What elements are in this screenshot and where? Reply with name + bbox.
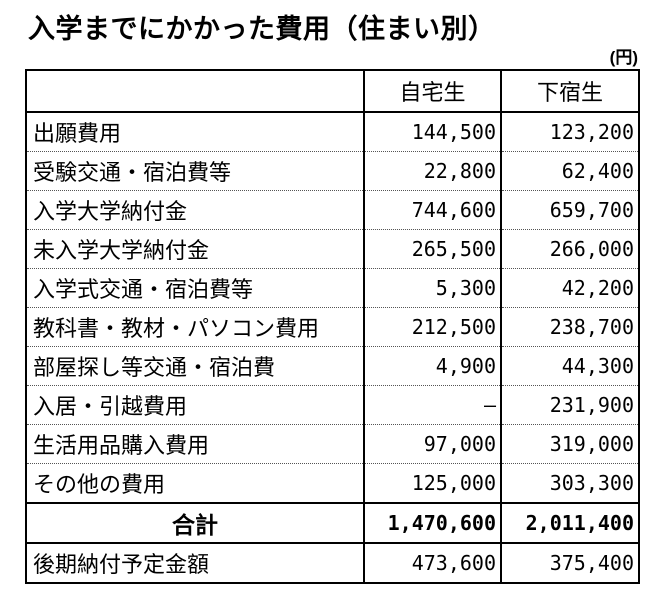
table-row: 受験交通・宿泊費等 22,800 62,400 xyxy=(26,151,639,191)
table-body: 出願費用 144,500 123,200 受験交通・宿泊費等 22,800 62,400 入… xyxy=(26,112,639,504)
row-boarding-value: 266,000 xyxy=(500,229,639,269)
total-boarding-value: 2,011,400 xyxy=(500,502,639,545)
page-title: 入学までにかかった費用（住まい別） xyxy=(28,14,496,44)
table-row: 教科書・教材・パソコン費用 212,500 238,700 xyxy=(26,307,639,347)
row-home-value: 212,500 xyxy=(363,307,501,347)
cost-table: 自宅生 下宿生 出願費用 144,500 123,200 受験交通・宿泊費等 22,80… xyxy=(25,69,640,585)
row-home-value: 125,000 xyxy=(363,463,501,504)
row-home-value: 144,500 xyxy=(363,112,501,152)
row-boarding-value: 62,400 xyxy=(500,151,639,191)
row-label: 教科書・教材・パソコン費用 xyxy=(26,307,364,347)
table-row: 出願費用 144,500 123,200 xyxy=(26,112,639,152)
total-row: 合計 1,470,600 2,011,400 xyxy=(26,502,639,545)
row-boarding-value: 231,900 xyxy=(500,385,639,425)
row-label: 受験交通・宿泊費等 xyxy=(26,151,364,191)
footer-home-value: 473,600 xyxy=(363,543,501,584)
row-home-value: — xyxy=(363,385,501,425)
row-boarding-value: 123,200 xyxy=(500,112,639,152)
row-label: 出願費用 xyxy=(33,121,122,147)
row-label: その他の費用 xyxy=(26,463,364,504)
table-summary: 合計 1,470,600 2,011,400 後期納付予定金額 473,600 … xyxy=(26,502,639,584)
row-boarding-value: 303,300 xyxy=(500,463,639,504)
header-boarding-cell: 下宿生 xyxy=(500,70,639,114)
header-empty-cell xyxy=(26,70,364,114)
total-label: 合計 xyxy=(26,502,364,545)
row-boarding-value: 238,700 xyxy=(500,307,639,347)
footer-boarding-value: 375,400 xyxy=(500,543,639,584)
row-boarding-value: 319,000 xyxy=(500,424,639,464)
row-label: 入学式交通・宿泊費等 xyxy=(26,268,364,308)
table-wrap: (円) 自宅生 下宿生 出願費用 144,500 123,200 受験交通・宿泊費等 2… xyxy=(25,48,640,585)
row-label: 部屋探し等交通・宿泊費 xyxy=(26,346,364,386)
header-home-cell: 自宅生 xyxy=(363,70,501,114)
row-boarding-value: 659,700 xyxy=(500,190,639,230)
footer-label: 後期納付予定金額 xyxy=(33,552,210,578)
unit-label: (円) xyxy=(609,48,638,68)
row-label: 未入学大学納付金 xyxy=(26,229,364,269)
row-home-value: 4,900 xyxy=(363,346,501,386)
row-home-value: 744,600 xyxy=(363,190,501,230)
row-boarding-value: 42,200 xyxy=(500,268,639,308)
footer-row: 後期納付予定金額 473,600 375,400 xyxy=(26,543,639,584)
row-label: 入学大学納付金 xyxy=(26,190,364,230)
row-home-value: 22,800 xyxy=(363,151,501,191)
row-label: 生活用品購入費用 xyxy=(26,424,364,464)
row-home-value: 97,000 xyxy=(363,424,501,464)
row-boarding-value: 44,300 xyxy=(500,346,639,386)
table-row: 部屋探し等交通・宿泊費 4,900 44,300 xyxy=(26,346,639,386)
table-row: 入居・引越費用 —231,900 xyxy=(26,385,639,425)
table-row: 生活用品購入費用 97,000 319,000 xyxy=(26,424,639,464)
table-header: 自宅生 下宿生 xyxy=(26,70,639,114)
row-home-value: 5,300 xyxy=(363,268,501,308)
row-home-value: 265,500 xyxy=(363,229,501,269)
header-row: 自宅生 下宿生 xyxy=(26,70,639,114)
table-row: その他の費用 125,000 303,300 xyxy=(26,463,639,504)
table-row: 未入学大学納付金 265,500 266,000 xyxy=(26,229,639,269)
table-row: 入学大学納付金 744,600 659,700 xyxy=(26,190,639,230)
table-row: 入学式交通・宿泊費等 5,300 42,200 xyxy=(26,268,639,308)
row-label: 入居・引越費用 xyxy=(26,385,364,425)
total-home-value: 1,470,600 xyxy=(363,502,501,545)
